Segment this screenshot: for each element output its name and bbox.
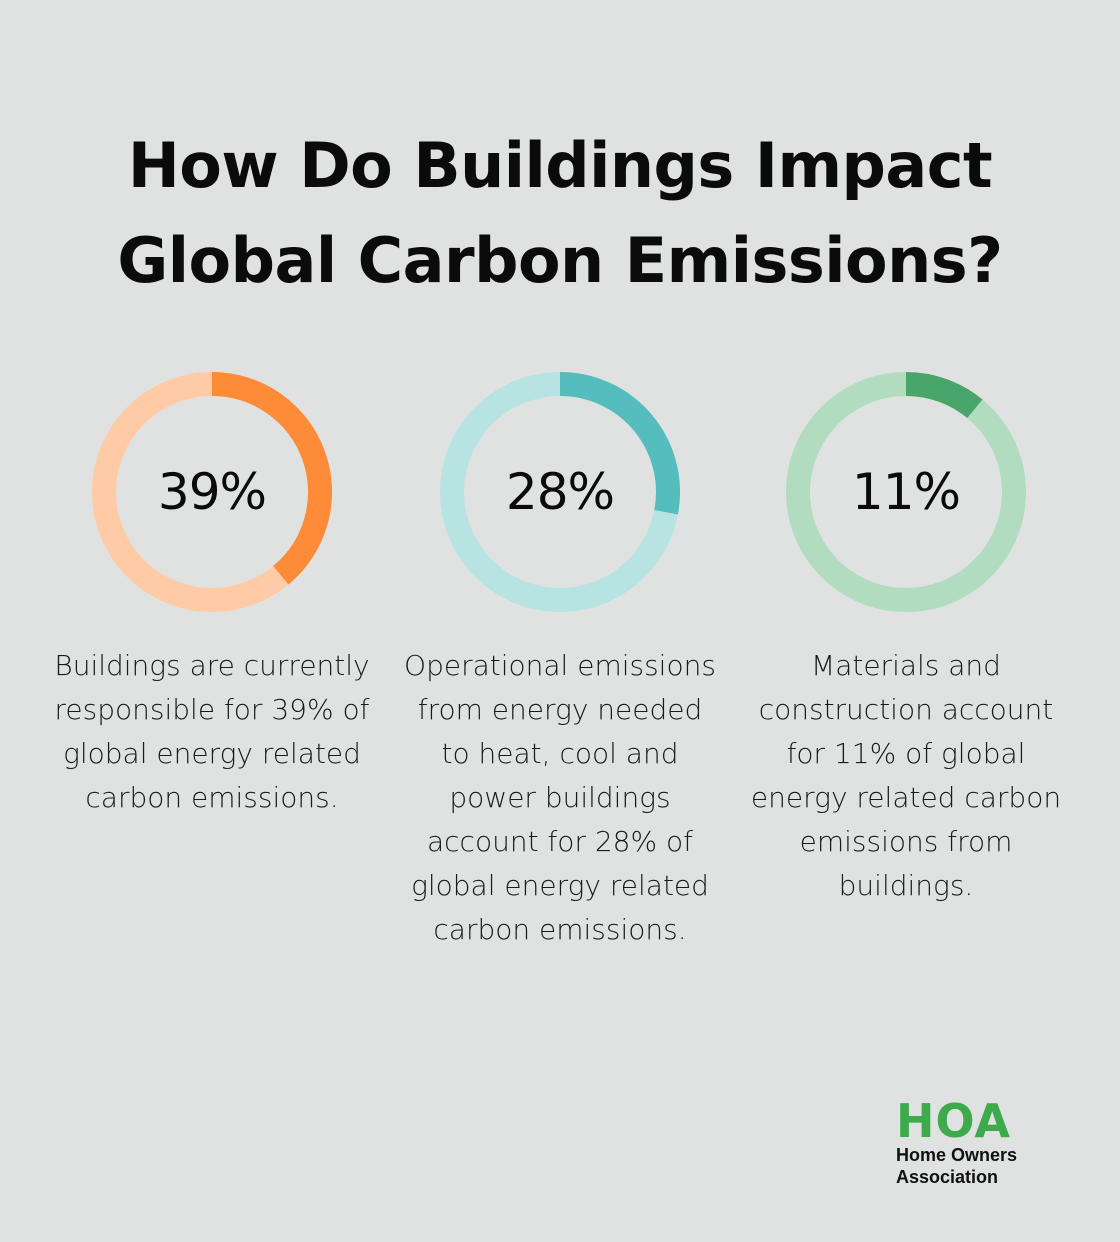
page-title: How Do Buildings Impact Global Carbon Em… — [0, 118, 1120, 308]
stat-caption: Operational emissions from energy needed… — [404, 649, 716, 946]
donut-value-label: 28% — [505, 463, 615, 521]
logo-name-line-1: Home Owners — [896, 1145, 1018, 1165]
donut-value-label: 11% — [851, 463, 961, 521]
logo-mark: HOA — [896, 1094, 1011, 1148]
donut-svg-buildings — [92, 372, 332, 612]
donut-value-arc — [905, 372, 983, 419]
title-line-2: Global Carbon Emissions? — [117, 224, 1003, 297]
donut-value-arc — [211, 372, 332, 585]
title-line-1: How Do Buildings Impact — [127, 129, 993, 202]
donut-svg-materials — [786, 372, 1026, 612]
stat-caption: Materials and construction account for 1… — [750, 649, 1062, 902]
donut-chart-buildings: 39% — [92, 372, 332, 612]
donut-chart-operational: 28% — [440, 372, 680, 612]
hoa-logo: HOA Home Owners Association — [896, 1098, 1076, 1198]
stat-caption: Buildings are currently responsible for … — [54, 649, 370, 814]
logo-name-line-2: Association — [896, 1167, 999, 1187]
donut-chart-materials: 11% — [786, 372, 1026, 612]
donut-value-arc — [559, 372, 680, 515]
donut-svg-operational — [440, 372, 680, 612]
donut-value-label: 39% — [157, 463, 267, 521]
